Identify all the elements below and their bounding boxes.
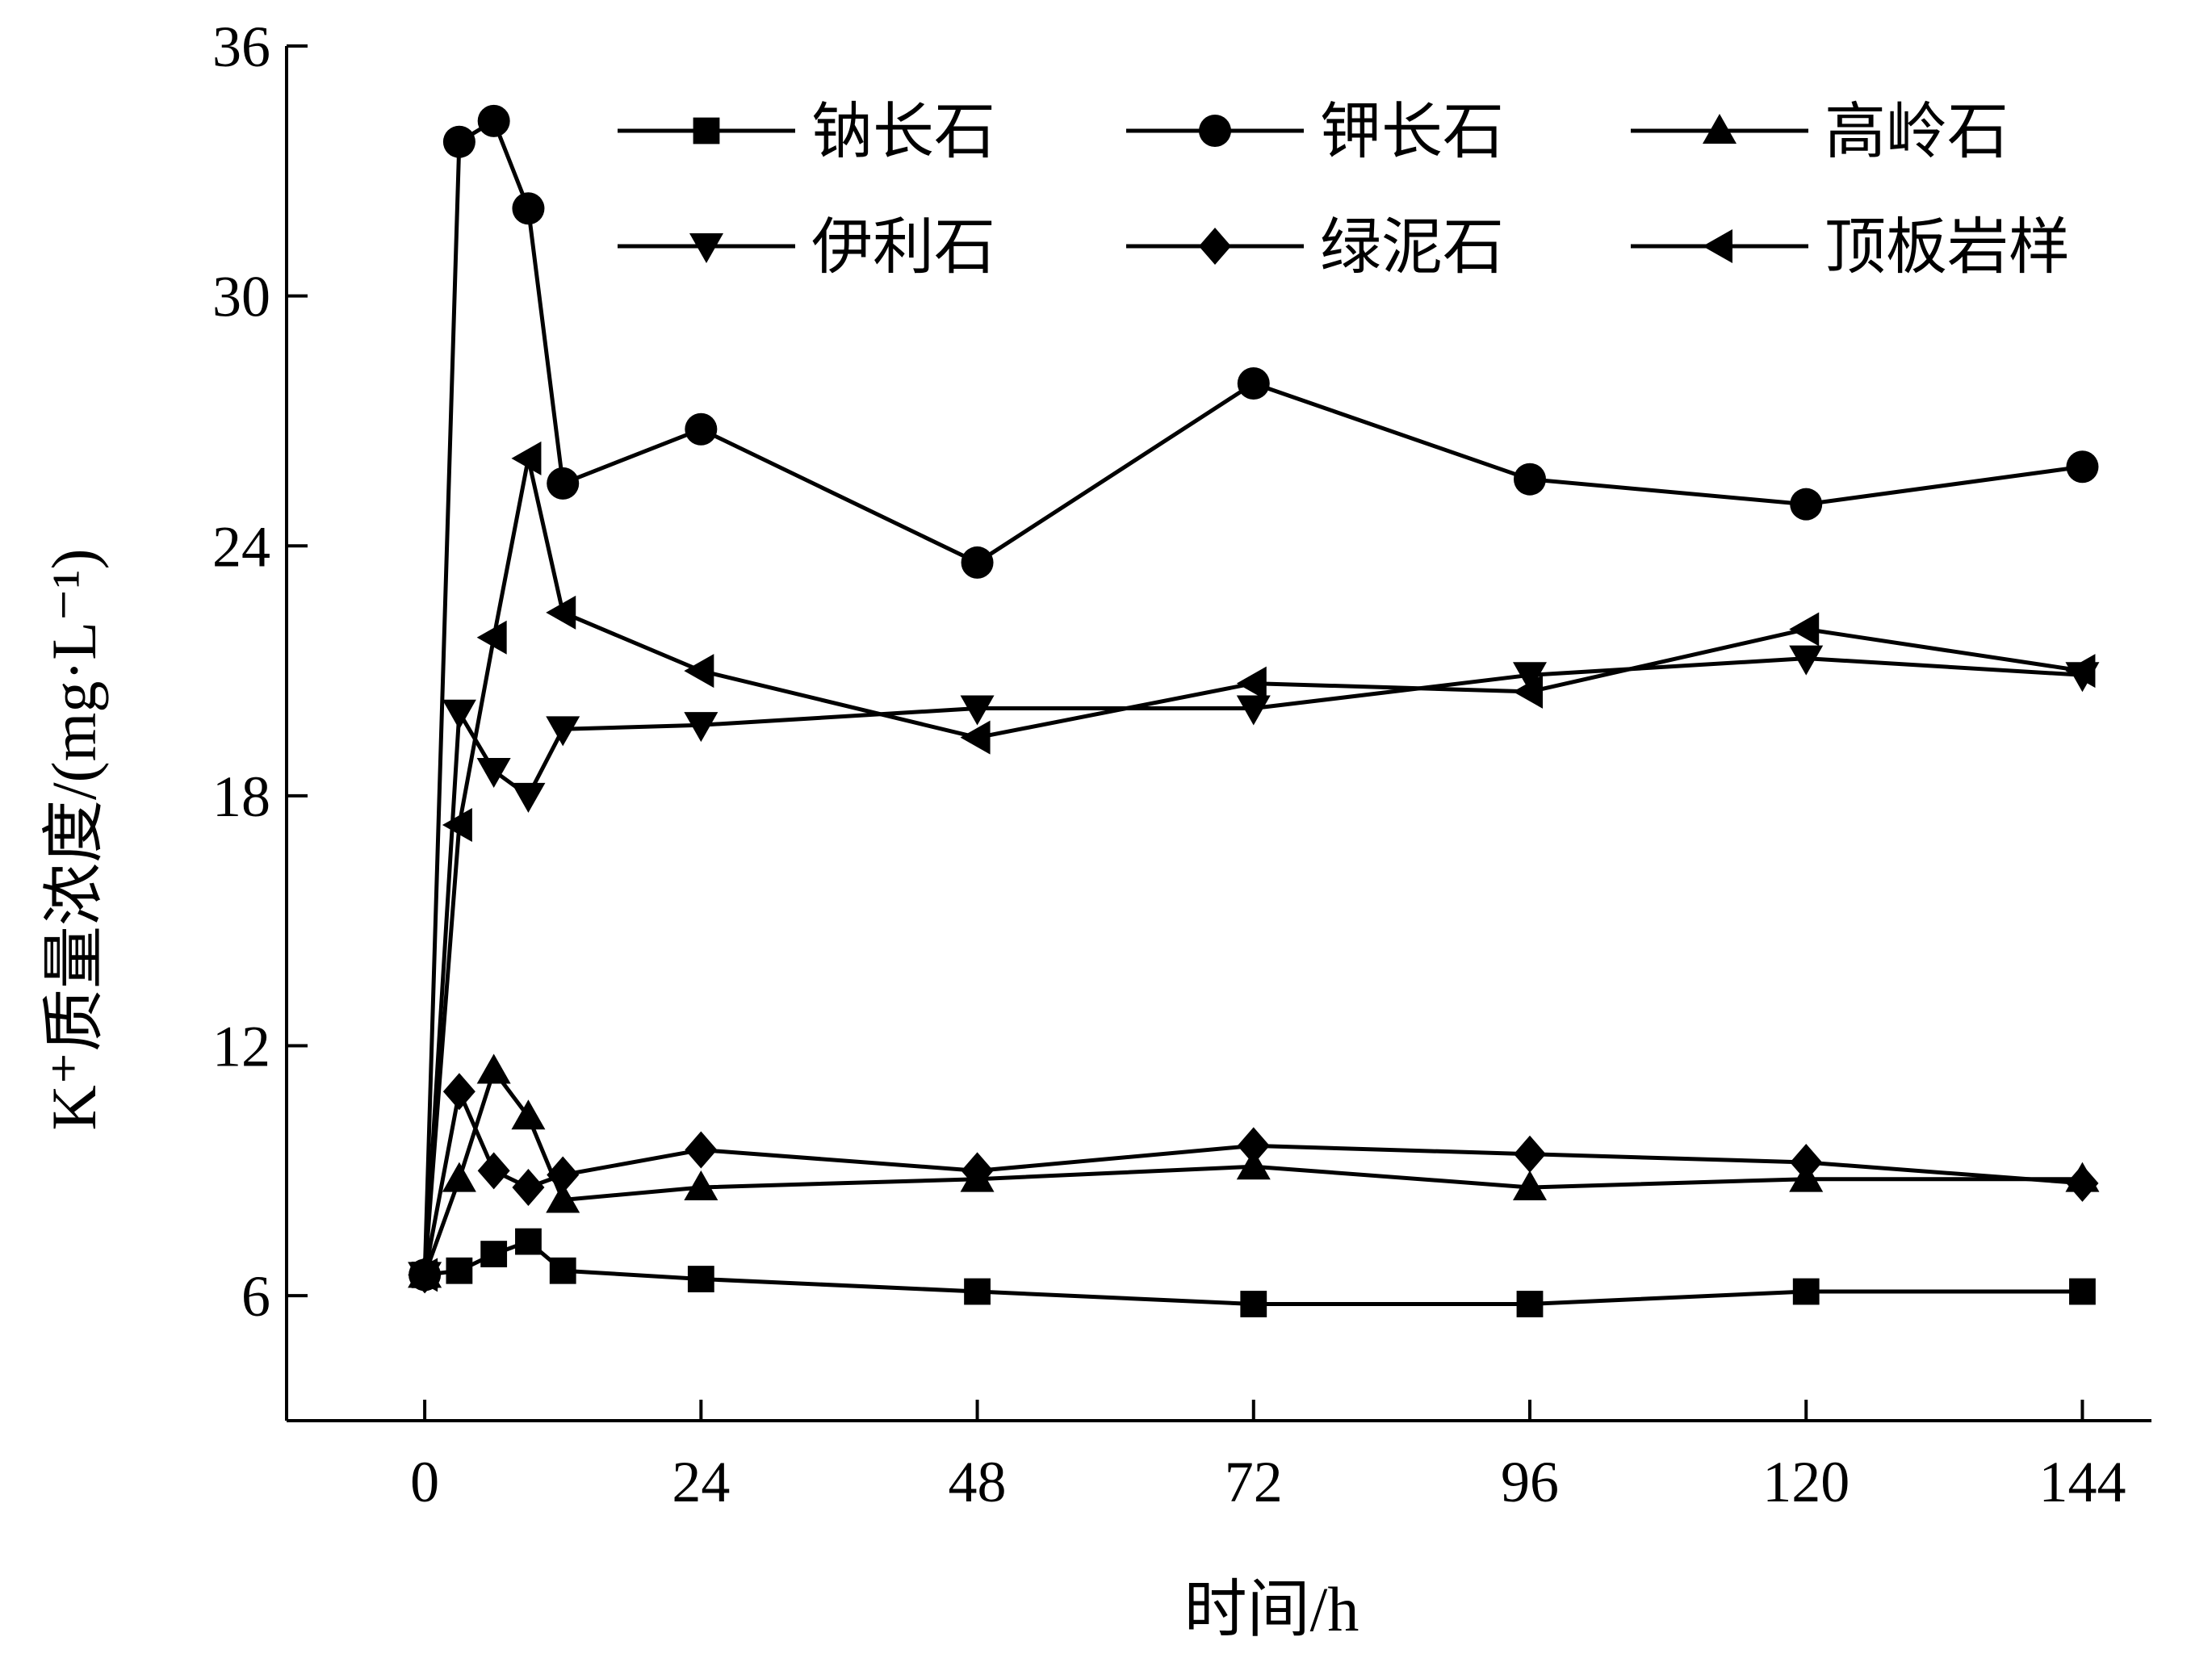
data-point-s5-1 xyxy=(442,808,472,843)
data-point-s4-10 xyxy=(2066,1164,2099,1202)
data-point-s5-7 xyxy=(1236,666,1267,701)
data-point-s0-7 xyxy=(1240,1291,1267,1317)
legend-label-4: 绿泥石 xyxy=(1320,214,1504,282)
data-point-s5-5 xyxy=(684,654,714,689)
data-point-s2-4 xyxy=(546,1183,580,1213)
data-point-s4-5 xyxy=(685,1131,718,1169)
legend-marker-4 xyxy=(1199,228,1231,265)
data-point-s1-4 xyxy=(547,467,580,500)
series-line-3 xyxy=(422,656,2083,1275)
data-point-s0-2 xyxy=(480,1241,508,1267)
legend-marker-1 xyxy=(1199,115,1231,147)
data-point-s5-3 xyxy=(511,441,542,475)
data-point-s5-2 xyxy=(476,620,507,655)
x-tick-label-4: 96 xyxy=(1501,1450,1559,1514)
x-tick-label-2: 48 xyxy=(949,1450,1007,1514)
data-point-s3-7 xyxy=(1236,695,1271,726)
data-point-s5-6 xyxy=(960,720,991,755)
data-point-s4-7 xyxy=(1237,1127,1270,1165)
x-tick-label-5: 120 xyxy=(1762,1450,1850,1514)
data-point-s0-5 xyxy=(687,1266,714,1292)
data-point-s5-9 xyxy=(1789,612,1820,647)
data-point-s3-9 xyxy=(1789,645,1824,676)
legend-marker-5 xyxy=(1703,229,1732,263)
legend-label-5: 顶板岩样 xyxy=(1824,214,2070,282)
legend-label-0: 钠长石 xyxy=(811,98,995,166)
data-point-s4-6 xyxy=(961,1152,994,1190)
data-point-s0-10 xyxy=(2069,1278,2096,1305)
legend-marker-2 xyxy=(1703,114,1737,144)
data-point-s1-10 xyxy=(2066,450,2099,484)
data-point-s5-4 xyxy=(546,595,576,630)
legend-label-2: 高岭石 xyxy=(1824,98,2009,166)
data-point-s0-8 xyxy=(1516,1291,1544,1317)
data-point-s2-2 xyxy=(476,1053,511,1084)
axes: 6 12 18 24 30 36 0 24 48 72 96 120 144 xyxy=(212,15,2151,1514)
y-tick-label-0: 6 xyxy=(241,1264,270,1329)
data-point-s3-6 xyxy=(960,695,995,726)
data-point-s2-7 xyxy=(1236,1149,1271,1180)
data-point-s3-1 xyxy=(442,699,476,730)
data-point-s3-3 xyxy=(511,782,546,813)
data-point-s4-2 xyxy=(477,1152,510,1190)
series-line-4 xyxy=(422,1089,2083,1275)
data-point-s1-3 xyxy=(512,192,545,225)
data-point-s0-9 xyxy=(1792,1278,1820,1305)
y-tick-label-1: 12 xyxy=(212,1015,270,1079)
data-point-s1-6 xyxy=(961,546,994,579)
series-markers xyxy=(408,104,2100,1317)
legend-label-1: 钾长石 xyxy=(1320,98,1504,166)
data-point-s4-1 xyxy=(442,1073,475,1111)
data-point-s2-5 xyxy=(684,1170,718,1201)
data-point-s1-5 xyxy=(685,412,718,446)
data-point-s0-1 xyxy=(446,1257,473,1284)
x-tick-label-0: 0 xyxy=(410,1450,439,1514)
y-axis-title: K⁺质量浓度/(mg·L⁻¹) xyxy=(39,549,109,1131)
data-point-s4-3 xyxy=(512,1169,545,1207)
data-point-s5-0 xyxy=(408,1258,438,1292)
x-tick-label-6: 144 xyxy=(2038,1450,2126,1514)
data-point-s2-1 xyxy=(442,1162,476,1192)
legend-label-3: 伊利石 xyxy=(811,214,995,282)
data-point-s1-9 xyxy=(1790,488,1823,521)
data-point-s0-3 xyxy=(515,1228,542,1255)
data-point-s5-8 xyxy=(1513,674,1543,709)
data-point-s3-5 xyxy=(684,712,718,743)
data-point-s3-4 xyxy=(546,716,580,747)
y-tick-label-2: 18 xyxy=(212,764,270,829)
data-point-s1-7 xyxy=(1237,367,1270,400)
legend-marker-3 xyxy=(689,233,723,263)
data-point-s3-8 xyxy=(1513,662,1547,693)
data-point-s1-8 xyxy=(1514,463,1546,496)
data-point-s1-2 xyxy=(477,104,510,137)
data-point-s5-10 xyxy=(2065,654,2096,689)
y-tick-label-4: 30 xyxy=(212,265,270,329)
data-point-s3-2 xyxy=(476,757,511,788)
data-point-s4-4 xyxy=(547,1156,580,1194)
x-tick-label-3: 72 xyxy=(1225,1450,1283,1514)
data-point-s2-3 xyxy=(511,1099,546,1130)
data-point-s1-1 xyxy=(442,125,475,158)
data-point-s4-8 xyxy=(1514,1135,1546,1173)
data-point-s0-4 xyxy=(549,1257,576,1284)
data-point-s0-6 xyxy=(964,1278,991,1305)
x-axis-title: 时间/h xyxy=(1184,1574,1359,1644)
x-tick-label-1: 24 xyxy=(672,1450,730,1514)
legend-marker-0 xyxy=(693,117,720,144)
data-point-s4-9 xyxy=(1790,1144,1823,1182)
y-tick-label-3: 24 xyxy=(212,514,270,579)
y-tick-label-5: 36 xyxy=(212,15,270,79)
data-point-s2-8 xyxy=(1513,1170,1547,1201)
